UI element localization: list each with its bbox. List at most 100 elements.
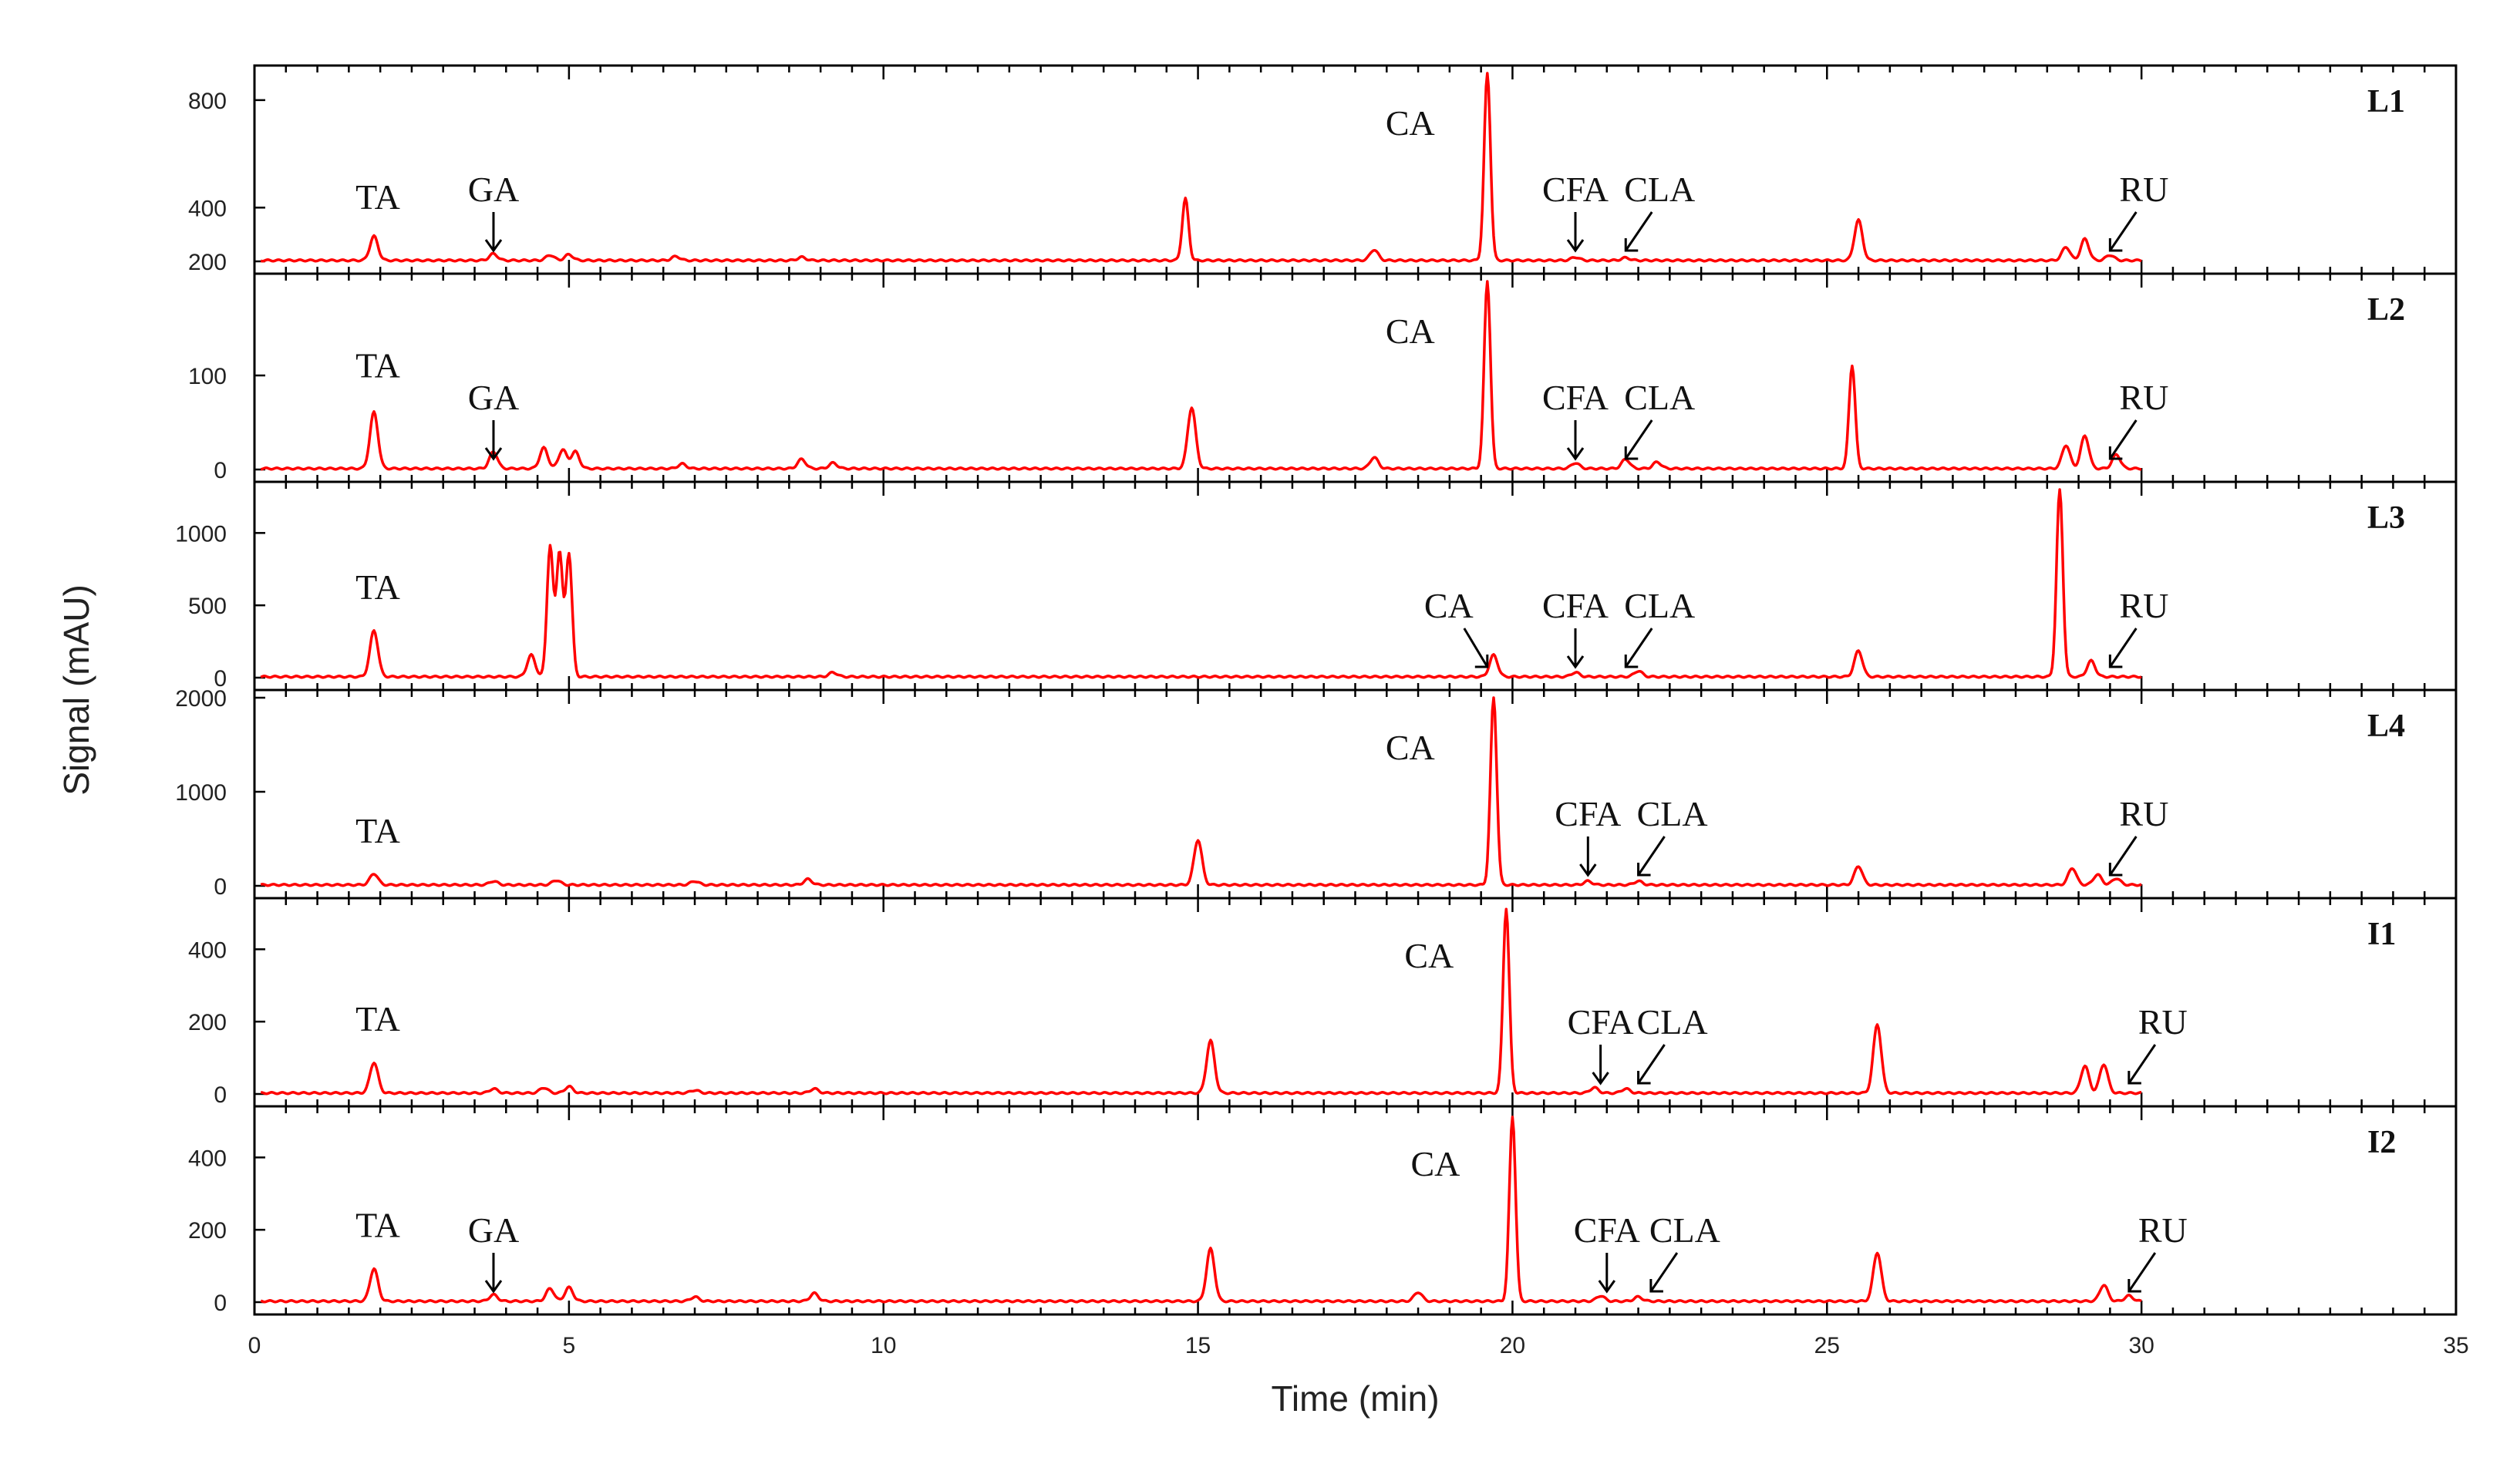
- peak-label-CFA: CFA: [1542, 378, 1609, 417]
- peak-label-TA: TA: [355, 999, 400, 1038]
- y-tick-label: 400: [188, 196, 227, 221]
- y-tick-label: 0: [214, 666, 227, 692]
- y-tick-label: 1000: [175, 780, 227, 806]
- panel-label: L2: [2367, 292, 2405, 328]
- peak-label-CLA: CLA: [1637, 1002, 1708, 1042]
- panel-frame: [253, 1105, 2458, 1316]
- y-tick-label: 0: [214, 1291, 227, 1316]
- peak-label-CA: CA: [1404, 936, 1454, 975]
- x-tick-label: 35: [2443, 1333, 2468, 1358]
- panel-I2: 0 200 400 I2 TA GA CA CFA CLA RU: [188, 1105, 2458, 1316]
- peak-label-CLA: CLA: [1624, 170, 1695, 209]
- arrow-head-CFA: [1579, 863, 1597, 877]
- panel-frame: [253, 897, 2458, 1108]
- arrow-head-CA: [1474, 655, 1489, 668]
- arrow-head-CFA: [1598, 1280, 1616, 1294]
- arrow-head-GA: [484, 1280, 503, 1294]
- arrow-head-CLA: [1624, 446, 1639, 460]
- x-tick-label: 25: [1814, 1333, 1840, 1358]
- panel-label: L1: [2367, 84, 2405, 119]
- peak-label-RU: RU: [2119, 794, 2168, 833]
- panel-L1: 200 400 800 L1 TA GA CA CFA CLA RU: [188, 64, 2458, 275]
- x-tick-label: 10: [871, 1333, 896, 1358]
- peak-label-TA: TA: [355, 346, 400, 385]
- x-tick-label: 15: [1185, 1333, 1211, 1358]
- y-tick-label: 200: [188, 1218, 227, 1244]
- peak-label-CA: CA: [1386, 311, 1435, 351]
- arrow-RU: [2109, 211, 2138, 251]
- peak-label-CA: CA: [1386, 103, 1435, 143]
- y-tick-label: 200: [188, 250, 227, 275]
- peak-label-RU: RU: [2138, 1210, 2188, 1250]
- peak-label-CA: CA: [1410, 1144, 1460, 1183]
- panel-label: I1: [2367, 917, 2396, 952]
- y-tick-label: 800: [188, 89, 227, 114]
- arrow-head-CFA: [1566, 447, 1585, 461]
- arrow-RU: [2128, 1044, 2157, 1084]
- peak-label-TA: TA: [355, 811, 400, 850]
- arrow-CLA: [1625, 419, 1653, 459]
- arrow-head-CFA: [1566, 655, 1585, 669]
- y-tick-label: 0: [214, 458, 227, 483]
- peak-label-TA: TA: [355, 177, 400, 217]
- peak-label-CFA: CFA: [1574, 1210, 1640, 1250]
- peak-label-GA: GA: [468, 378, 519, 417]
- peak-label-CFA: CFA: [1555, 794, 1621, 833]
- panel-label: L3: [2367, 500, 2405, 536]
- trace-L1: [260, 72, 2142, 263]
- peak-label-RU: RU: [2119, 378, 2168, 417]
- x-axis-label: Time (min): [1271, 1378, 1439, 1419]
- arrow-RU: [2109, 419, 2138, 459]
- arrow-RU: [2109, 628, 2138, 668]
- peak-label-CLA: CLA: [1624, 378, 1695, 417]
- arrow-RU: [2109, 836, 2138, 876]
- peak-label-RU: RU: [2119, 170, 2168, 209]
- y-axis-label: Signal (mAU): [56, 584, 96, 796]
- arrow-head-CLA: [1649, 1279, 1663, 1293]
- arrow-head-CFA: [1592, 1072, 1609, 1086]
- arrow-head-RU: [2108, 446, 2123, 460]
- peak-label-GA: GA: [468, 170, 519, 209]
- x-tick-label: 5: [563, 1333, 576, 1358]
- arrow-head-RU: [2128, 1279, 2141, 1293]
- arrow-CA: [1463, 628, 1489, 668]
- arrow-head-RU: [2108, 238, 2123, 252]
- arrow-head-RU: [2108, 863, 2123, 877]
- arrow-RU: [2128, 1252, 2157, 1292]
- x-axis: 0 5 10 15 20 25 30 35: [248, 1333, 2469, 1358]
- panel-L3: 0 500 1000 L3 TA CA CFA CLA RU: [175, 480, 2458, 692]
- peak-label-CA: CA: [1424, 586, 1474, 625]
- arrow-head-GA: [484, 447, 503, 461]
- arrow-CLA: [1649, 1252, 1679, 1292]
- x-tick-label: 20: [1500, 1333, 1525, 1358]
- arrow-head-CLA: [1637, 1071, 1651, 1085]
- trace-I1: [260, 907, 2142, 1096]
- arrow-CLA: [1625, 211, 1653, 251]
- peak-label-TA: TA: [355, 1205, 400, 1244]
- peak-label-CFA: CFA: [1542, 586, 1609, 625]
- trace-L2: [260, 280, 2142, 471]
- arrow-CLA: [1637, 1044, 1666, 1084]
- panel-label: L4: [2367, 709, 2405, 744]
- panel-label: I2: [2367, 1125, 2396, 1160]
- y-tick-label: 400: [188, 937, 227, 963]
- trace-L4: [260, 696, 2142, 887]
- x-tick-label: 30: [2128, 1333, 2154, 1358]
- panel-I1: 0 200 400 I1 TA CA CFA CLA RU: [188, 897, 2458, 1108]
- x-tick-label: 0: [248, 1333, 261, 1358]
- arrow-head-RU: [2128, 1071, 2141, 1085]
- arrow-CLA: [1625, 628, 1653, 668]
- peak-label-GA: GA: [468, 1210, 519, 1250]
- peak-label-RU: RU: [2138, 1002, 2188, 1042]
- y-tick-label: 1000: [175, 521, 227, 547]
- y-tick-label: 200: [188, 1010, 227, 1035]
- panel-L2: 0 100 L2 TA GA CA CFA CLA RU: [188, 272, 2458, 483]
- y-tick-label: 0: [214, 874, 227, 900]
- peak-label-RU: RU: [2119, 586, 2168, 625]
- arrow-head-GA: [484, 239, 503, 253]
- y-tick-label: 400: [188, 1146, 227, 1171]
- trace-L3: [260, 488, 2142, 679]
- y-tick-label: 2000: [175, 686, 227, 712]
